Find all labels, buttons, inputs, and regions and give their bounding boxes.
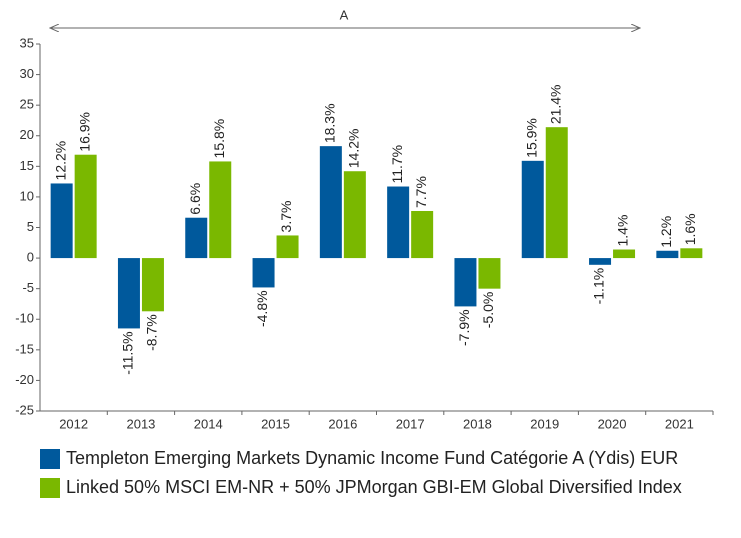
y-tick-label: -10 (15, 311, 34, 326)
bar (209, 161, 232, 259)
value-label: -7.9% (456, 309, 472, 346)
x-tick-label: 2012 (59, 416, 88, 431)
x-tick-label: 2019 (530, 416, 559, 431)
bar (50, 183, 73, 259)
value-label: 6.6% (187, 183, 203, 215)
legend-swatch (40, 478, 60, 498)
chart: A -25 -20 -15 -10 -5 0 5 10 15 20 25 30 35 2012 12.2% 1… (15, 7, 714, 431)
legend-label: Linked 50% MSCI EM-NR + 50% JPMorgan GBI… (66, 477, 682, 497)
value-label: 18.3% (322, 103, 338, 143)
y-tick-label: -5 (22, 280, 34, 295)
value-label: -4.8% (254, 290, 270, 327)
y-tick-label: 20 (20, 127, 34, 142)
bar (276, 235, 299, 259)
annotation: A (340, 7, 349, 22)
bar (252, 258, 275, 288)
value-label: -8.7% (144, 314, 160, 351)
bar (589, 258, 612, 265)
x-tick-label: 2018 (463, 416, 492, 431)
value-label: 12.2% (52, 141, 68, 181)
value-label: 16.9% (76, 112, 92, 152)
bar (656, 250, 679, 259)
y-tick-label: 30 (20, 66, 34, 81)
value-label: 1.2% (658, 216, 674, 248)
value-label: 3.7% (278, 201, 294, 233)
x-tick-label: 2017 (396, 416, 425, 431)
value-label: -11.5% (120, 331, 136, 374)
value-label: 15.9% (523, 118, 539, 158)
value-label: 15.8% (211, 119, 227, 159)
value-label: 21.4% (547, 84, 563, 124)
bar (680, 248, 703, 259)
value-label: 1.4% (615, 215, 631, 247)
x-tick-label: 2021 (665, 416, 694, 431)
bar (117, 258, 140, 329)
y-tick-label: 10 (20, 188, 34, 203)
bar (521, 160, 544, 259)
bar (74, 154, 97, 259)
bar (613, 249, 636, 259)
value-label: -1.1% (591, 268, 607, 305)
y-tick-label: -20 (15, 372, 34, 387)
legend-swatch (40, 449, 60, 469)
y-tick-label: 35 (20, 35, 34, 50)
legend: Templeton Emerging Markets Dynamic Incom… (40, 448, 740, 506)
y-tick-label: -25 (15, 402, 34, 417)
x-tick-label: 2015 (261, 416, 290, 431)
y-tick-label: 15 (20, 158, 34, 173)
x-tick-label: 2020 (598, 416, 627, 431)
bar (478, 258, 501, 289)
legend-item: Templeton Emerging Markets Dynamic Incom… (40, 448, 740, 469)
bar (545, 127, 568, 259)
value-label: 1.6% (682, 213, 698, 245)
y-tick-label: -15 (15, 341, 34, 356)
x-tick-label: 2016 (328, 416, 357, 431)
bar (454, 258, 477, 307)
value-label: -5.0% (480, 292, 496, 329)
x-tick-label: 2013 (126, 416, 155, 431)
bar (141, 258, 164, 312)
legend-item: Linked 50% MSCI EM-NR + 50% JPMorgan GBI… (40, 477, 740, 498)
bar (411, 210, 434, 259)
y-tick-label: 0 (27, 250, 34, 265)
y-tick-label: 25 (20, 97, 34, 112)
value-label: 14.2% (346, 129, 362, 169)
bar (343, 171, 366, 259)
legend-label: Templeton Emerging Markets Dynamic Incom… (66, 448, 679, 468)
value-label: 7.7% (413, 176, 429, 208)
value-label: 11.7% (389, 145, 405, 184)
x-tick-label: 2014 (194, 416, 223, 431)
bar (387, 186, 410, 259)
y-tick-label: 5 (27, 219, 34, 234)
bar (319, 146, 342, 259)
bar (185, 217, 208, 259)
